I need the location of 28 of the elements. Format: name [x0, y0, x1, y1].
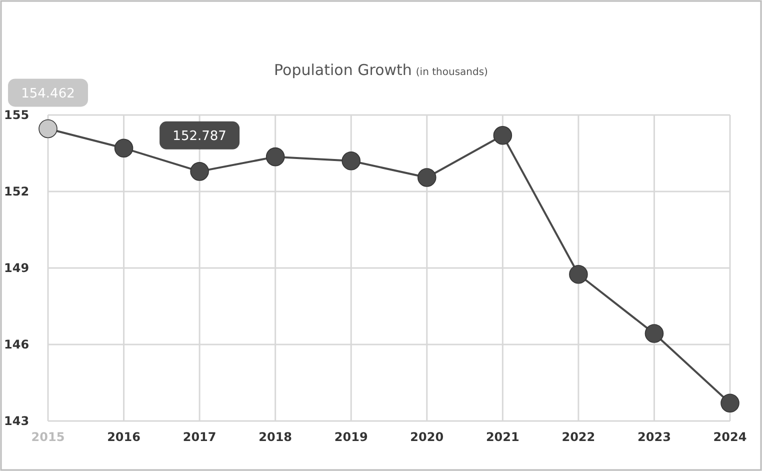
- y-tick-label: 155: [4, 108, 30, 122]
- point: [190, 162, 209, 181]
- chart-title: Population Growth: [274, 61, 412, 79]
- x-tick-label: 2015: [31, 430, 65, 444]
- point: [266, 147, 285, 166]
- x-tick-label: 2018: [258, 430, 292, 444]
- point: [569, 264, 588, 284]
- x-tick-label: 2017: [182, 430, 216, 444]
- point: [114, 138, 134, 158]
- point: [342, 152, 361, 170]
- point: [644, 324, 664, 343]
- y-tick-label: 143: [4, 414, 30, 428]
- x-tick-label: 2022: [562, 430, 596, 444]
- point: [417, 168, 436, 187]
- y-tick-label: 152: [4, 184, 30, 199]
- chart-subtitle: (in thousands): [416, 67, 488, 78]
- y-tick-label: 149: [4, 261, 30, 276]
- point: [38, 119, 58, 138]
- y-tick-label: 146: [4, 338, 30, 352]
- annotation: 152.787: [172, 128, 226, 144]
- point: [720, 394, 740, 413]
- x-tick-label: 2020: [410, 430, 444, 444]
- x-tick-label: 2021: [486, 430, 520, 444]
- point: [493, 126, 512, 145]
- x-tick-label: 2016: [107, 430, 140, 444]
- x-tick-label: 2024: [713, 430, 747, 444]
- x-tick-label: 2019: [334, 430, 368, 444]
- x-tick-label: 2023: [638, 430, 671, 444]
